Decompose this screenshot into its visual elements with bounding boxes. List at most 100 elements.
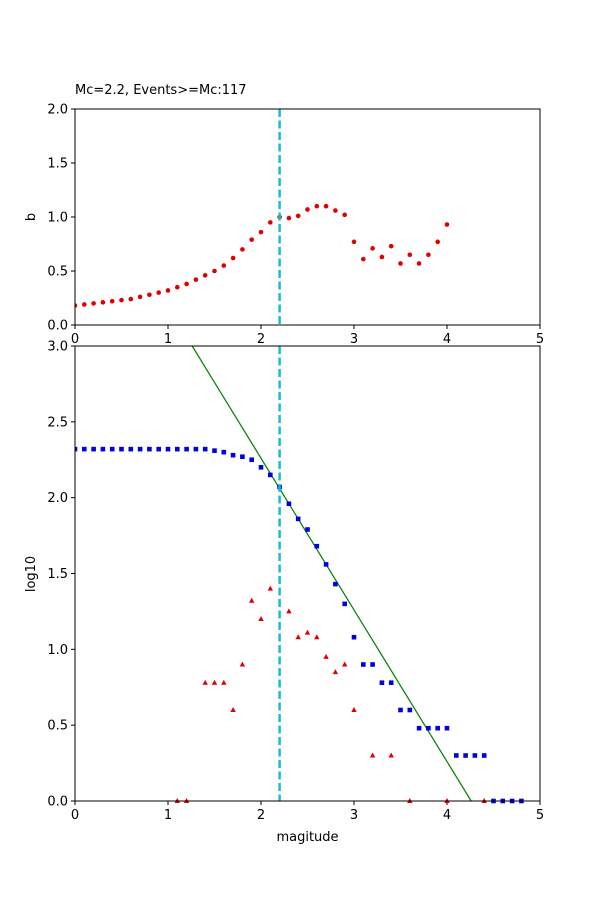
bottom-triangle-point bbox=[304, 629, 311, 635]
top-point bbox=[398, 261, 403, 266]
top-chart-title: Mc=2.2, Events>=Mc:117 bbox=[75, 83, 247, 98]
bottom-triangle-point bbox=[221, 679, 227, 685]
top-point bbox=[435, 239, 441, 245]
bottom-y-tick-label: 0.5 bbox=[47, 719, 68, 734]
bottom-triangle-point bbox=[332, 669, 339, 675]
top-point bbox=[370, 246, 375, 251]
top-y-tick-label: 2.0 bbox=[47, 103, 68, 118]
top-point bbox=[100, 300, 106, 305]
bottom-square-point bbox=[388, 680, 394, 685]
bottom-square-point bbox=[193, 446, 199, 452]
top-x-tick-label: 0 bbox=[71, 332, 79, 347]
bottom-triangle-point bbox=[211, 679, 218, 685]
bottom-square-point bbox=[416, 725, 422, 731]
bottom-square-point bbox=[175, 446, 180, 452]
top-plot-area: 0 1 2 3 4 5 0.0 0.5 1.0 1.5 2.0 bbox=[47, 103, 544, 348]
bottom-x-axis-label: magitude bbox=[276, 830, 338, 845]
bottom-square-point bbox=[212, 448, 217, 453]
top-point bbox=[230, 255, 236, 261]
top-x-tick-label: 2 bbox=[257, 332, 265, 347]
top-point bbox=[295, 213, 301, 219]
bottom-y-tick-label: 0.0 bbox=[47, 795, 68, 810]
bottom-x-tick-label: 1 bbox=[164, 808, 172, 823]
bottom-square-point bbox=[454, 753, 459, 758]
bottom-triangle-point bbox=[267, 585, 273, 591]
bottom-triangle-point bbox=[323, 653, 329, 659]
top-point bbox=[240, 247, 245, 252]
bottom-square-point bbox=[481, 753, 487, 758]
top-point bbox=[221, 263, 227, 268]
top-point bbox=[407, 252, 413, 258]
b-value-panel: Mc=2.2, Events>=Mc:117 b 0 1 2 3 4 5 0.0 0.5 1.0… bbox=[24, 83, 544, 347]
top-point bbox=[193, 277, 199, 282]
bottom-square-point bbox=[333, 581, 338, 587]
top-point bbox=[416, 261, 422, 266]
top-point bbox=[361, 256, 366, 262]
top-point bbox=[342, 212, 348, 218]
top-point bbox=[249, 237, 254, 242]
bottom-triangle-point bbox=[258, 616, 264, 621]
bottom-y-tick-label: 2.0 bbox=[47, 491, 68, 506]
bottom-triangle-point bbox=[286, 608, 292, 614]
bottom-y-tick-label: 3.0 bbox=[47, 340, 68, 355]
top-x-tick-label: 4 bbox=[443, 332, 451, 347]
bottom-square-point bbox=[370, 662, 375, 667]
bottom-triangle-point bbox=[369, 752, 376, 758]
bottom-x-tick-label: 3 bbox=[350, 808, 358, 823]
bottom-square-point bbox=[472, 753, 478, 758]
bottom-plot-area: 0 1 2 3 4 5 0.0 0.5 1.0 1.5 2.0 2.5 3.0 bbox=[47, 340, 544, 824]
top-point bbox=[128, 296, 134, 302]
top-point bbox=[444, 222, 450, 227]
top-point bbox=[323, 203, 329, 209]
bottom-square-point bbox=[351, 634, 357, 640]
bottom-square-point bbox=[156, 446, 161, 452]
bottom-triangle-point bbox=[202, 679, 208, 685]
top-point bbox=[91, 301, 96, 306]
bottom-x-tick-label: 0 bbox=[71, 808, 79, 823]
bottom-square-point bbox=[435, 725, 440, 731]
top-point bbox=[426, 252, 431, 258]
bottom-square-point bbox=[258, 465, 264, 470]
bottom-square-point bbox=[426, 725, 431, 731]
bottom-y-tick-label: 2.5 bbox=[47, 415, 68, 430]
top-axes-frame bbox=[74, 108, 541, 326]
top-y-tick-label: 0.5 bbox=[47, 265, 68, 280]
bottom-square-point bbox=[361, 662, 366, 667]
bottom-square-point bbox=[240, 454, 245, 460]
bottom-triangle-point bbox=[239, 661, 246, 667]
bottom-marks bbox=[75, 345, 524, 804]
top-y-tick-label: 1.0 bbox=[47, 211, 68, 226]
top-point bbox=[137, 294, 143, 300]
bottom-square-point bbox=[407, 707, 413, 713]
bottom-square-point bbox=[230, 452, 236, 458]
top-point bbox=[268, 220, 273, 225]
bottom-y-tick-label: 1.0 bbox=[47, 643, 68, 658]
bottom-square-point bbox=[202, 446, 208, 452]
bottom-axes-frame bbox=[74, 345, 541, 802]
bottom-x-tick-label: 4 bbox=[443, 808, 451, 823]
top-point bbox=[388, 243, 394, 249]
top-point bbox=[305, 207, 310, 212]
bottom-square-point bbox=[379, 680, 385, 685]
top-x-tick-label: 3 bbox=[350, 332, 358, 347]
bottom-square-point bbox=[165, 446, 171, 452]
bottom-triangle-point bbox=[351, 707, 357, 712]
bottom-square-point bbox=[128, 446, 134, 452]
top-point bbox=[156, 290, 161, 295]
top-y-tick-label: 0.0 bbox=[47, 319, 68, 334]
bottom-square-point bbox=[75, 446, 78, 452]
bottom-square-point bbox=[342, 601, 347, 607]
bottom-square-point bbox=[100, 446, 106, 452]
top-point bbox=[286, 215, 292, 221]
bottom-square-point bbox=[147, 446, 152, 452]
bottom-square-point bbox=[286, 501, 292, 507]
bottom-square-point bbox=[305, 527, 310, 532]
top-point bbox=[212, 268, 217, 274]
bottom-triangle-point bbox=[249, 597, 255, 603]
bottom-square-point bbox=[221, 449, 227, 455]
bottom-triangle-point bbox=[295, 634, 301, 640]
bottom-triangle-point bbox=[230, 707, 236, 712]
bottom-square-point bbox=[109, 446, 115, 452]
bottom-y-axis-label: log10 bbox=[24, 556, 39, 592]
